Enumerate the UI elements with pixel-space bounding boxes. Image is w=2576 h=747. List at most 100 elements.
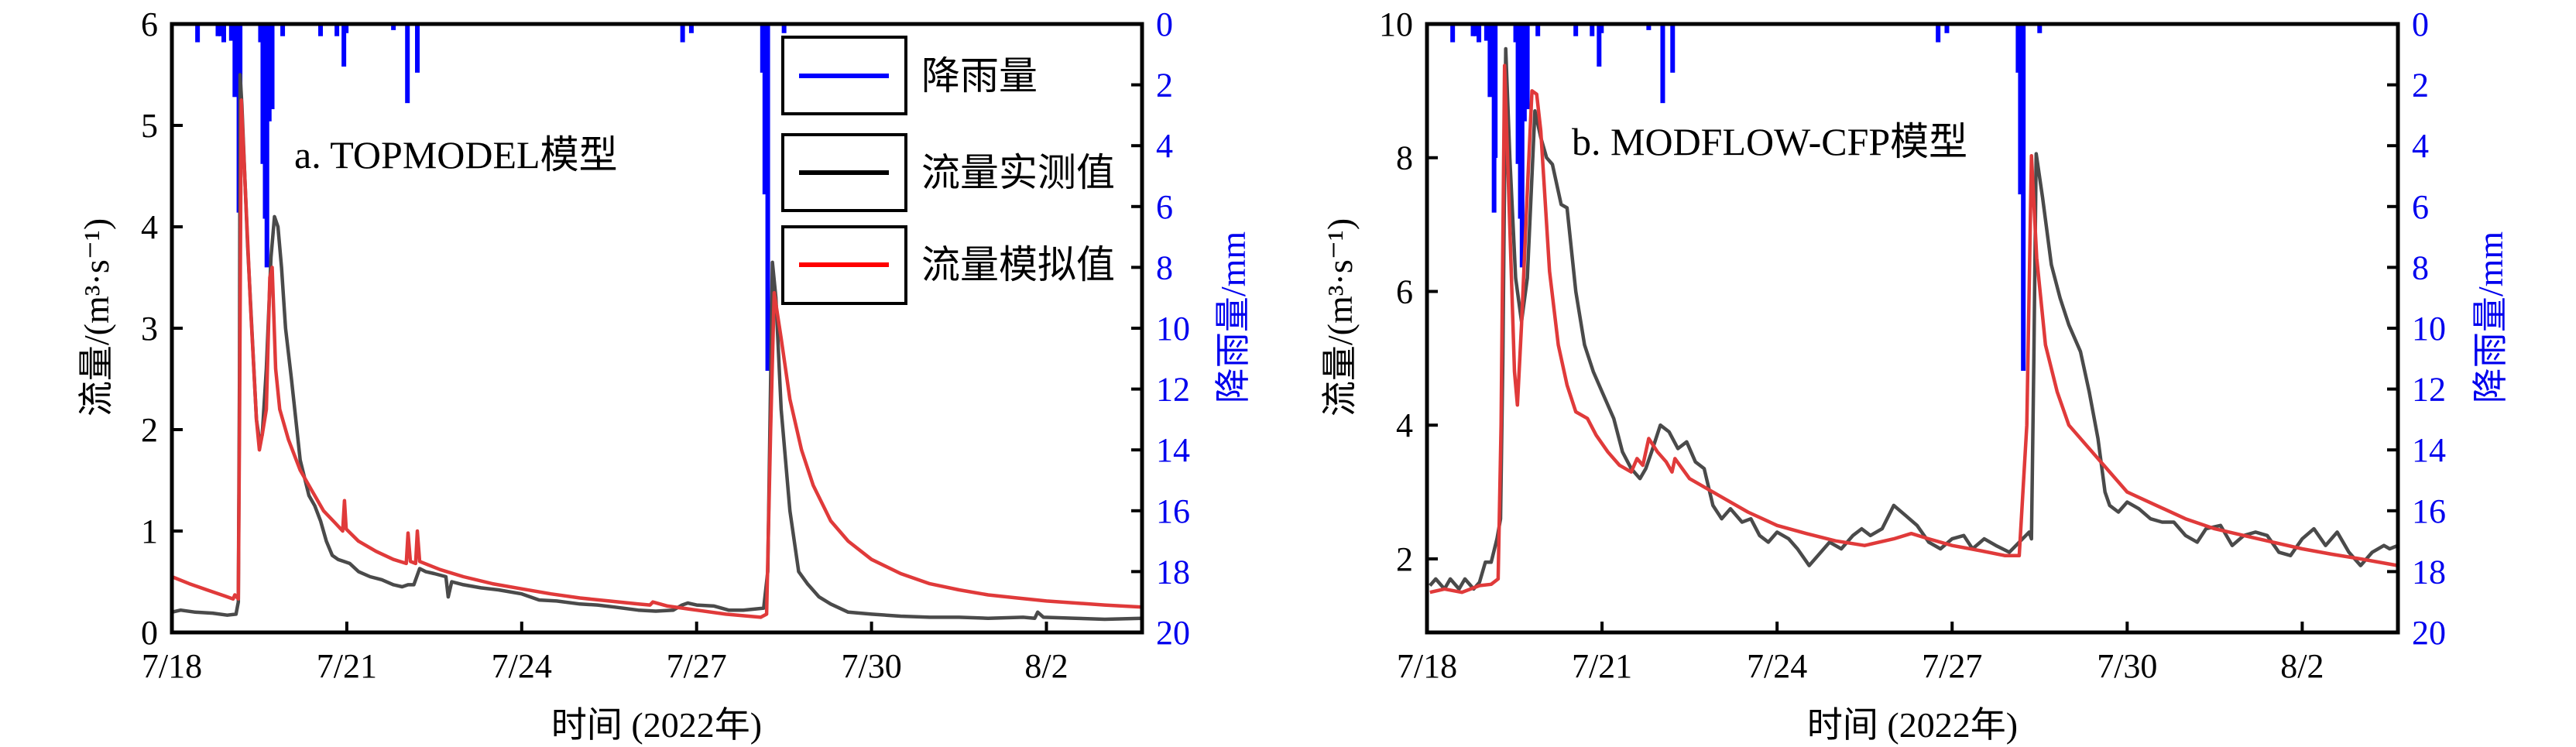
y-tick-label: 6 (1396, 272, 1413, 310)
y2-tick-label: 0 (1156, 5, 1173, 43)
rainfall-bar (2037, 24, 2043, 33)
y2-tick-label: 20 (2412, 614, 2446, 652)
x-tick-label: 7/24 (492, 647, 552, 685)
rainfall-bar (1484, 24, 1489, 41)
rainfall-bar (344, 24, 349, 33)
panel-b-modflow-cfp: 2 4 6 8 10 0 2 4 6 8 10 12 14 16 18 20 7/18 7/21 7/24 7/2… (1320, 5, 2510, 745)
rainfall-bar (762, 24, 767, 195)
rainfall-bar (258, 24, 263, 43)
rainfall-bar (1515, 24, 1521, 164)
flow-lines (171, 73, 1143, 622)
panel-title: a. TOPMODEL模型 (294, 133, 618, 176)
flow-lines (1429, 46, 2399, 595)
y2-tick-label: 20 (1156, 614, 1190, 652)
rainfall-bar (1535, 24, 1541, 36)
y2-tick-label: 4 (1156, 127, 1173, 165)
rainfall-bar (760, 24, 765, 73)
x-tick-label: 8/2 (1024, 647, 1068, 685)
y2-tick-label: 12 (1156, 371, 1190, 409)
x-tick-label: 7/30 (2097, 647, 2157, 685)
rainfall-bar (341, 24, 347, 67)
y2-tick-label: 14 (1156, 431, 1190, 469)
rainfall-bar (269, 24, 275, 110)
y2-axis-title: 降雨量/mm (1213, 231, 1253, 404)
x-tick-label: 7/21 (1572, 647, 1632, 685)
rainfall-bar (2015, 24, 2021, 73)
simulated-flow-line (171, 98, 1143, 619)
rainfall-bar (1525, 24, 1530, 110)
rainfall-bar (318, 24, 324, 36)
rainfall-bar (334, 24, 340, 36)
rainfall-bar (221, 24, 227, 43)
y-tick-label: 10 (1379, 5, 1413, 43)
rainfall-bar (1944, 24, 1950, 33)
y2-tick-label: 0 (2412, 5, 2429, 43)
y2-tick-label: 6 (1156, 188, 1173, 226)
rainfall-bar (688, 24, 694, 33)
rainfall-bar (1597, 24, 1602, 67)
y2-tick-label: 18 (1156, 553, 1190, 591)
y2-tick-label: 16 (2412, 492, 2446, 530)
y2-tick-label: 10 (2412, 310, 2446, 348)
y2-tick-label: 8 (1156, 248, 1173, 286)
x-tick-label: 7/18 (1397, 647, 1457, 685)
rainfall-bar (228, 24, 234, 41)
x-tick-label: 7/30 (841, 647, 901, 685)
x-axis-title: 时间 (2022年) (1807, 705, 2018, 745)
rainfall-bar (680, 24, 685, 43)
legend-label-rainfall: 降雨量 (921, 54, 1038, 98)
rainfall-bar (1590, 24, 1595, 36)
rainfall-bar (1493, 24, 1498, 158)
legend-entry-rainfall: 降雨量 (781, 36, 1038, 115)
x-axis: 7/18 7/21 7/24 7/27 7/30 8/2 (1397, 622, 2324, 685)
rainfall-bar (405, 24, 410, 104)
rainfall-bar (264, 24, 269, 268)
x-tick-label: 7/18 (142, 647, 202, 685)
rainfall-bar (1599, 24, 1604, 33)
rainfall-bar (1473, 24, 1479, 36)
y2-tick-label: 2 (2412, 67, 2429, 105)
rainfall-bars (1450, 24, 2043, 372)
rainfall-bar (1487, 24, 1493, 98)
x-tick-label: 7/21 (317, 647, 377, 685)
rainfall-bar (2018, 24, 2023, 195)
rainfall-bar (1646, 24, 1652, 30)
y2-tick-label: 12 (2412, 371, 2446, 409)
rainfall-bar (218, 24, 224, 36)
right-y-axis: 0 2 4 6 8 10 12 14 16 18 20 (1131, 5, 1190, 652)
y-tick-label: 3 (141, 310, 158, 348)
left-y-axis: 2 4 6 8 10 (1379, 5, 1438, 578)
plot-frame (170, 22, 1144, 635)
rainfall-bar (391, 24, 396, 30)
rainfall-bar (266, 24, 272, 122)
y2-tick-label: 16 (1156, 492, 1190, 530)
x-tick-label: 8/2 (2280, 647, 2324, 685)
rainfall-bar (415, 24, 420, 73)
x-axis-title: 时间 (2022年) (551, 705, 762, 745)
y-tick-label: 1 (141, 512, 158, 550)
rainfall-bar (1936, 24, 1941, 43)
legend: 降雨量 流量实测值 流量模拟值 (781, 36, 1115, 305)
y2-tick-label: 10 (1156, 310, 1190, 348)
rainfall-bar (1470, 24, 1476, 36)
panel-title: b. MODFLOW-CFP模型 (1572, 120, 1967, 163)
observed-flow-line (1429, 46, 2399, 591)
rainfall-bar (1450, 24, 1456, 43)
rainfall-bar (1660, 24, 1665, 104)
y2-tick-label: 4 (2412, 127, 2429, 165)
rainfall-bar (1521, 24, 1527, 122)
rainfall-bar (215, 24, 221, 36)
y-tick-label: 4 (141, 208, 158, 246)
x-tick-label: 7/24 (1747, 647, 1807, 685)
plot-frame (1425, 22, 2400, 635)
rainfall-bar (2021, 24, 2026, 372)
right-y-axis: 0 2 4 6 8 10 12 14 16 18 20 (2387, 5, 2446, 652)
y-tick-label: 4 (1396, 406, 1413, 444)
rainfall-bar (1477, 24, 1482, 43)
rainfall-bar (195, 24, 201, 43)
legend-entry-observed: 流量实测值 (781, 133, 1115, 212)
rainfall-bar (1573, 24, 1579, 36)
simulated-flow-line (1429, 63, 2399, 595)
legend-label-simulated: 流量模拟值 (921, 243, 1115, 286)
